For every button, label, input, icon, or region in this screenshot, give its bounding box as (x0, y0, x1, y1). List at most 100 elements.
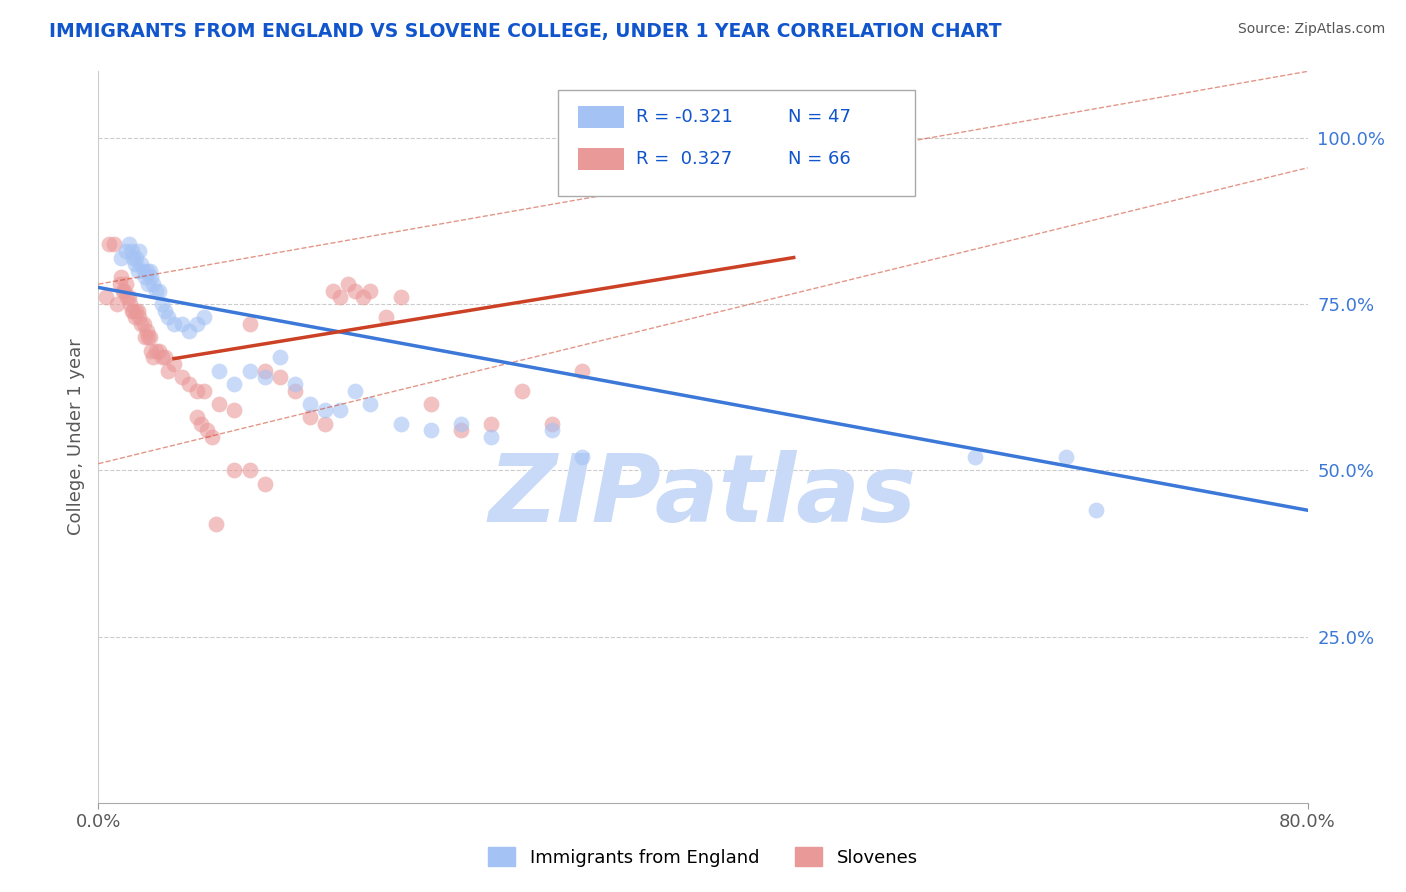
Point (269, 370, 291, 384)
Text: N = 47: N = 47 (787, 109, 851, 127)
Point (481, 430, 503, 444)
Point (150, 351, 173, 365)
Point (571, 450, 593, 464)
Point (170, 317, 193, 331)
Point (128, 310, 150, 325)
Point (118, 237, 141, 252)
Point (139, 330, 162, 344)
Point (193, 384, 215, 398)
Point (110, 270, 132, 285)
Point (142, 351, 165, 365)
Legend: Immigrants from England, Slovenes: Immigrants from England, Slovenes (481, 840, 925, 874)
Point (129, 317, 152, 331)
Point (148, 343, 170, 358)
Point (112, 284, 135, 298)
Point (134, 270, 156, 285)
Point (299, 410, 322, 425)
Point (253, 476, 276, 491)
Point (239, 363, 262, 377)
Point (121, 244, 143, 258)
Point (129, 257, 152, 271)
Text: N = 66: N = 66 (787, 150, 851, 168)
Point (186, 410, 208, 425)
Point (108, 277, 131, 292)
Point (156, 363, 179, 377)
Point (94, 290, 117, 304)
Point (118, 290, 141, 304)
Point (253, 370, 276, 384)
Point (170, 370, 193, 384)
Point (132, 264, 155, 278)
Point (329, 403, 352, 417)
Point (132, 317, 155, 331)
Point (314, 417, 336, 431)
Point (253, 363, 276, 377)
Text: Source: ZipAtlas.com: Source: ZipAtlas.com (1237, 22, 1385, 37)
Point (141, 343, 163, 358)
Point (121, 303, 143, 318)
Point (120, 297, 142, 311)
Point (136, 330, 159, 344)
Point (128, 244, 150, 258)
Point (150, 297, 173, 311)
Point (134, 330, 156, 344)
Point (115, 290, 138, 304)
Text: IMMIGRANTS FROM ENGLAND VS SLOVENE COLLEGE, UNDER 1 YEAR CORRELATION CHART: IMMIGRANTS FROM ENGLAND VS SLOVENE COLLE… (49, 22, 1002, 41)
Point (127, 303, 149, 318)
Point (145, 343, 167, 358)
Point (284, 384, 307, 398)
Point (148, 284, 170, 298)
Point (481, 417, 503, 431)
Point (352, 290, 374, 304)
Point (127, 264, 149, 278)
Point (201, 430, 224, 444)
Point (110, 251, 132, 265)
Point (224, 463, 246, 477)
Point (98, 237, 121, 252)
Point (125, 251, 148, 265)
FancyBboxPatch shape (558, 90, 915, 195)
Point (111, 284, 134, 298)
Text: R = -0.321: R = -0.321 (637, 109, 734, 127)
Point (124, 257, 146, 271)
Point (360, 397, 382, 411)
Point (540, 417, 562, 431)
Point (145, 284, 167, 298)
Point (179, 376, 201, 391)
Point (314, 403, 336, 417)
Point (344, 284, 367, 298)
Point (190, 417, 212, 431)
Point (269, 351, 291, 365)
Point (420, 424, 443, 438)
Point (193, 310, 215, 325)
Point (124, 310, 146, 325)
Point (122, 303, 145, 318)
Point (195, 424, 218, 438)
Point (540, 424, 562, 438)
Point (186, 384, 208, 398)
Point (374, 310, 396, 325)
Text: R =  0.327: R = 0.327 (637, 150, 733, 168)
Text: ZIPatlas: ZIPatlas (489, 450, 917, 541)
Point (142, 277, 165, 292)
Point (105, 297, 128, 311)
Point (322, 284, 344, 298)
Point (360, 284, 382, 298)
Point (141, 270, 163, 285)
Point (284, 376, 307, 391)
Point (205, 516, 228, 531)
Point (135, 264, 157, 278)
Point (163, 317, 186, 331)
Point (125, 303, 148, 318)
Point (208, 397, 231, 411)
Point (1085, 503, 1108, 517)
Point (153, 351, 176, 365)
Point (1054, 450, 1077, 464)
Point (571, 363, 593, 377)
Point (122, 251, 145, 265)
Point (103, 237, 125, 252)
Point (139, 264, 162, 278)
Point (179, 324, 201, 338)
Point (114, 244, 136, 258)
Point (389, 290, 412, 304)
